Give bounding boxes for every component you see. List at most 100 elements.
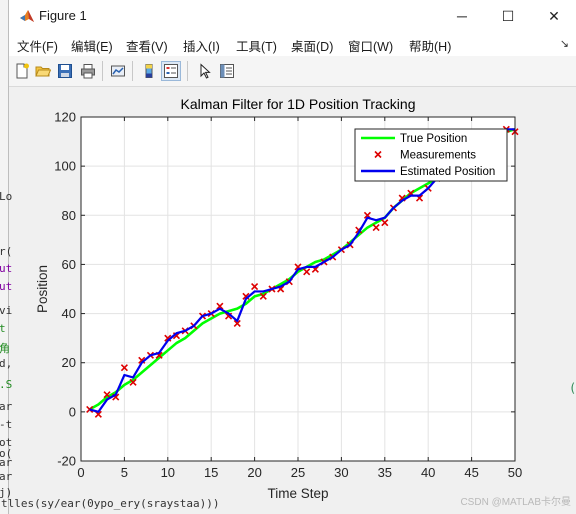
y-tick-label: 20 bbox=[62, 355, 76, 370]
save-icon bbox=[58, 64, 72, 78]
menu-help[interactable]: 帮助(H) bbox=[409, 40, 452, 54]
y-tick-label: 80 bbox=[62, 208, 76, 223]
background-code-line: o( bbox=[0, 447, 13, 460]
background-code-line: ar bbox=[0, 470, 13, 483]
y-tick-label: 40 bbox=[62, 306, 76, 321]
marker-stroke bbox=[398, 194, 406, 202]
y-axis-label: Position bbox=[35, 265, 50, 313]
menu-edit[interactable]: 编辑(E) bbox=[71, 40, 113, 54]
measurements-point bbox=[259, 292, 267, 300]
close-icon: ✕ bbox=[548, 7, 560, 24]
x-axis-label: Time Step bbox=[267, 486, 328, 501]
watermark: CSDN @MATLAB卡尔曼 bbox=[460, 497, 571, 508]
background-code-line: j) bbox=[0, 486, 13, 499]
x-tick-label: 45 bbox=[464, 465, 478, 480]
background-code-line: .S bbox=[0, 378, 13, 391]
matlab-logo-icon bbox=[20, 10, 34, 22]
open-folder-icon bbox=[35, 66, 51, 77]
minimize-icon: ─ bbox=[457, 8, 467, 24]
legend[interactable]: True Position Measurements Estimated Posit… bbox=[354, 128, 508, 182]
open-button[interactable] bbox=[33, 61, 53, 81]
link-plot-button[interactable] bbox=[108, 61, 128, 81]
marker-stroke bbox=[164, 334, 172, 342]
background-code-line: 角 bbox=[0, 342, 10, 355]
measurements-point bbox=[372, 224, 380, 232]
measurements-point bbox=[303, 268, 311, 276]
property-inspector-icon bbox=[220, 64, 234, 78]
menu-desktop[interactable]: 桌面(D) bbox=[291, 40, 334, 54]
marker-stroke bbox=[374, 150, 382, 159]
close-button[interactable]: ✕ bbox=[531, 0, 576, 32]
insert-legend-icon bbox=[164, 64, 178, 78]
marker-stroke bbox=[155, 351, 163, 359]
marker-stroke bbox=[251, 282, 259, 291]
menu-insert[interactable]: 插入(I) bbox=[183, 40, 220, 54]
measurements-point bbox=[251, 282, 259, 291]
background-code-line: ar bbox=[0, 400, 13, 413]
background-code-line: t bbox=[0, 322, 6, 335]
marker-stroke bbox=[138, 356, 146, 364]
marker-stroke bbox=[129, 378, 137, 386]
legend-swatch-measurements bbox=[374, 150, 382, 159]
background-code-line: d, bbox=[0, 357, 13, 370]
figure-toolbar bbox=[9, 56, 576, 87]
grid bbox=[81, 117, 515, 461]
marker-stroke bbox=[407, 189, 415, 197]
pointer-icon bbox=[200, 63, 211, 79]
print-button[interactable] bbox=[78, 61, 98, 81]
background-code-line: Lo bbox=[0, 190, 13, 203]
toolbar-separator bbox=[187, 61, 188, 81]
chart-title: Kalman Filter for 1D Position Tracking bbox=[181, 96, 416, 112]
insert-colorbar-icon bbox=[145, 64, 153, 78]
background-code-line: ot bbox=[0, 436, 13, 449]
legend-label-measurements: Measurements bbox=[400, 150, 476, 162]
marker-stroke bbox=[311, 265, 319, 273]
legend-label-estimated-position: Estimated Position bbox=[400, 166, 495, 178]
background-editor-strip bbox=[0, 0, 10, 514]
menu-window[interactable]: 窗口(W) bbox=[348, 40, 394, 54]
background-code-line: tlles(sy/ear(0ypo_ery(sraystaa))) bbox=[1, 497, 220, 510]
save-button[interactable] bbox=[55, 61, 75, 81]
y-tick-label: 120 bbox=[54, 110, 76, 125]
marker-stroke bbox=[372, 224, 380, 232]
menubar-overflow-icon[interactable]: ↘ bbox=[559, 38, 569, 50]
link-plot-icon bbox=[111, 65, 125, 77]
menu-view[interactable]: 查看(V) bbox=[126, 40, 168, 54]
y-tick-label: 100 bbox=[54, 159, 76, 174]
marker-stroke bbox=[415, 194, 424, 202]
background-code-line: ar bbox=[0, 456, 13, 469]
minimize-button[interactable]: ─ bbox=[439, 0, 485, 32]
maximize-icon: ☐ bbox=[501, 7, 515, 24]
x-tick-label: 50 bbox=[508, 465, 522, 480]
marker-stroke bbox=[242, 292, 250, 300]
figure-canvas: 0 5 10 15 20 25 30 35 40 45 50 -20 0 20 40 60 80 100 120 K… bbox=[9, 87, 576, 514]
menu-tools[interactable]: 工具(T) bbox=[236, 40, 277, 54]
maximize-button[interactable]: ☐ bbox=[485, 0, 531, 32]
edit-plot-button[interactable] bbox=[195, 61, 215, 81]
background-code-line: ut bbox=[0, 280, 13, 293]
x-tick-label: 20 bbox=[247, 465, 261, 480]
background-code-line: ut bbox=[0, 262, 13, 275]
toolbar-separator bbox=[132, 61, 133, 81]
y-tick-label: -20 bbox=[57, 454, 76, 469]
marker-stroke bbox=[233, 319, 241, 327]
marker-stroke bbox=[381, 219, 389, 227]
insert-legend-button[interactable] bbox=[161, 61, 181, 81]
insert-colorbar-button[interactable] bbox=[139, 61, 159, 81]
x-tick-label: 35 bbox=[378, 465, 392, 480]
new-figure-button[interactable] bbox=[12, 61, 32, 81]
x-tick-label: 10 bbox=[161, 465, 175, 480]
measurements-point bbox=[381, 219, 389, 227]
measurements-point bbox=[120, 364, 128, 372]
print-icon bbox=[81, 64, 95, 79]
menu-file[interactable]: 文件(F) bbox=[17, 40, 58, 54]
marker-stroke bbox=[120, 364, 128, 372]
marker-stroke bbox=[294, 263, 302, 271]
x-tick-label: 0 bbox=[77, 465, 84, 480]
marker-stroke bbox=[94, 410, 102, 418]
property-inspector-button[interactable] bbox=[217, 61, 237, 81]
toolbar-separator bbox=[102, 61, 103, 81]
